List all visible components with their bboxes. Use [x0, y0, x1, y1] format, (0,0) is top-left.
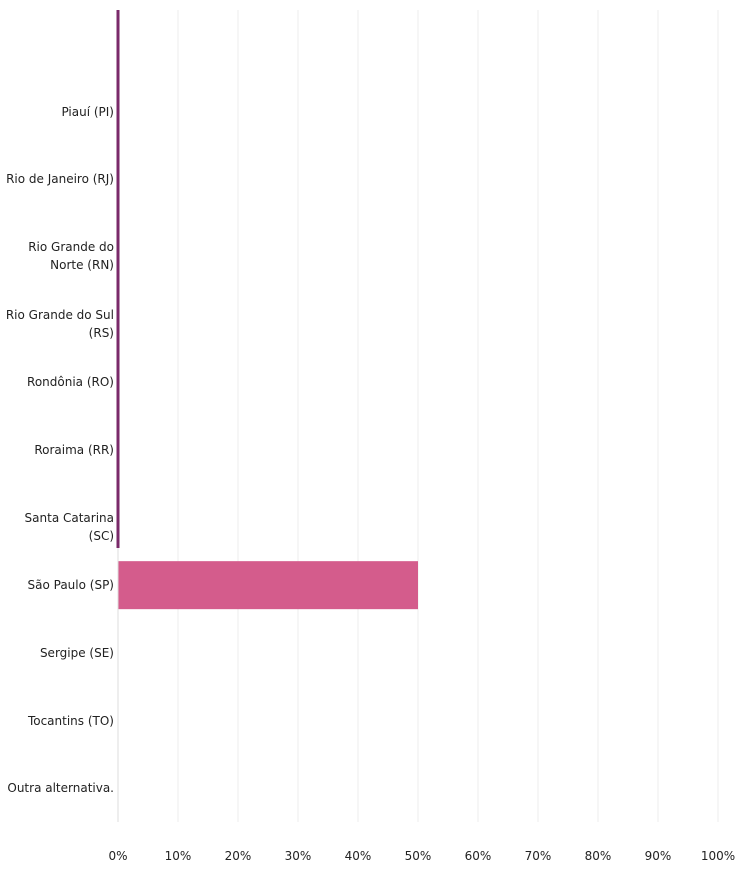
y-tick-label: Sergipe (SE)	[39, 645, 114, 660]
y-tick-label: Santa Catarina (SC)	[24, 510, 114, 543]
x-tick-label: 80%	[585, 849, 612, 863]
x-tick-label: 70%	[525, 849, 552, 863]
x-tick-label: 100%	[701, 849, 735, 863]
bar	[118, 561, 418, 610]
x-tick-label: 30%	[285, 849, 312, 863]
x-tick-label: 60%	[465, 849, 492, 863]
y-tick-label: Rio Grande do Norte (RN)	[28, 239, 114, 272]
y-tick-label: São Paulo (SP)	[27, 578, 115, 593]
y-tick-label: Outra alternativa.	[7, 781, 114, 796]
x-tick-label: 20%	[225, 849, 252, 863]
x-tick-label: 90%	[645, 849, 672, 863]
y-tick-label: Rio Grande do Sul (RS)	[5, 307, 114, 340]
x-tick-label: 40%	[345, 849, 372, 863]
x-tick-label: 0%	[108, 849, 127, 863]
x-tick-label: 50%	[405, 849, 432, 863]
y-tick-label: Rondônia (RO)	[27, 375, 114, 390]
y-tick-label: Tocantins (TO)	[27, 713, 114, 728]
y-tick-label: Rio de Janeiro (RJ)	[6, 172, 114, 187]
x-tick-label: 10%	[165, 849, 192, 863]
y-tick-label: Roraima (RR)	[34, 442, 114, 457]
y-tick-label: Piauí (PI)	[61, 104, 114, 119]
